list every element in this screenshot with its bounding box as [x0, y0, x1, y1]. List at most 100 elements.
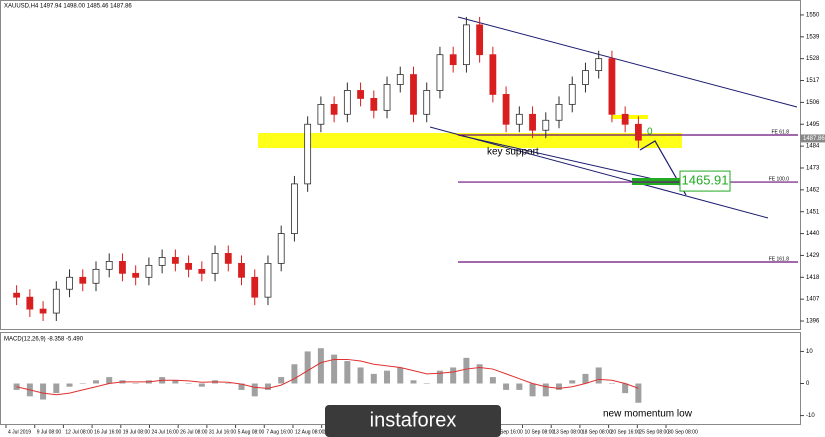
candle-body	[132, 272, 140, 278]
x-tick-label: 16 Jul 16:00	[94, 429, 121, 435]
trend-line	[429, 126, 769, 219]
price-tag	[801, 134, 825, 143]
y-tick-label: 1528	[806, 56, 820, 62]
candle-body	[198, 268, 206, 274]
watermark: instaforex	[370, 409, 457, 431]
x-tick-label: 18 Sep 08:00	[582, 429, 612, 435]
candle-body	[634, 123, 642, 141]
candle-body	[489, 54, 497, 95]
macd-bar	[304, 351, 311, 384]
watermark-box	[325, 405, 501, 437]
price-panel	[0, 0, 801, 330]
candle-body	[436, 54, 444, 91]
macd-bar	[489, 377, 496, 384]
candle-body	[66, 276, 73, 290]
macd-bar	[132, 383, 139, 384]
macd-y-tick-label: 0	[806, 381, 810, 387]
macd-bar	[238, 383, 245, 390]
macd-bar	[198, 383, 205, 387]
macd-bar	[40, 383, 47, 400]
x-tick-label: 10 Sep 08:00	[525, 429, 555, 435]
macd-bar	[13, 383, 20, 390]
candle-body	[463, 24, 470, 66]
macd-label: MACD(12,26,9) -8.358 -5.490	[4, 337, 84, 343]
level-label: FE 161.8	[769, 256, 790, 262]
macd-bar	[622, 383, 629, 394]
macd-bar	[357, 367, 364, 384]
candle-body	[608, 58, 616, 115]
annotation: 0	[647, 127, 653, 138]
macd-bar	[225, 383, 232, 384]
chart-title: XAUUSD,H4 1497.94 1498.00 1485.46 1487.8…	[4, 4, 132, 10]
x-tick-label: 9 Jul 08:00	[37, 429, 62, 435]
annotation: new momentum low	[603, 409, 693, 420]
small-zone	[612, 115, 648, 119]
x-tick-label: 25 Sep 08:00	[639, 429, 669, 435]
macd-bar	[423, 383, 430, 384]
candle-body	[621, 113, 629, 125]
candle-body	[304, 123, 312, 185]
x-tick-label: 4 Jul 2019	[8, 429, 31, 435]
macd-bar	[370, 373, 377, 384]
candle-body	[555, 103, 563, 121]
macd-bar	[66, 383, 73, 387]
y-tick-label: 1418	[806, 275, 820, 281]
macd-bar	[185, 383, 192, 384]
candle-body	[92, 268, 100, 284]
macd-bar	[635, 383, 642, 403]
candle-body	[582, 70, 589, 85]
trend-line	[457, 16, 798, 108]
macd-bar	[291, 364, 298, 384]
candle-body	[158, 257, 166, 266]
level-label: FE 61.8	[771, 129, 789, 135]
x-tick-label: 24 Jul 16:00	[151, 429, 178, 435]
x-tick-label: 7 Aug 16:00	[266, 429, 293, 435]
candle-body	[105, 260, 113, 270]
macd-bar	[278, 377, 285, 384]
candle-body	[26, 296, 34, 310]
macd-bar	[264, 383, 271, 390]
macd-bar	[251, 383, 258, 397]
target-box	[679, 170, 731, 192]
annotation: key support	[487, 147, 539, 158]
candle-body	[529, 113, 536, 131]
candle-body	[515, 113, 523, 125]
macd-bar	[529, 383, 536, 397]
macd-bar	[317, 348, 324, 384]
candle-body	[330, 103, 338, 115]
macd-bar	[595, 367, 602, 384]
x-tick-label: 5 Aug 08:00	[238, 429, 265, 435]
macd-bar	[503, 383, 510, 390]
macd-bar	[542, 383, 549, 397]
macd-bar	[463, 357, 470, 384]
candle-body	[370, 98, 378, 111]
candle-body	[211, 253, 219, 274]
x-tick-label: 19 Jul 08:00	[123, 429, 150, 435]
candle-body	[595, 58, 603, 71]
y-tick-label: 1484	[806, 144, 820, 150]
y-tick-label: 1495	[806, 122, 820, 128]
x-tick-label: 13 Sep 08:00	[553, 429, 583, 435]
candle-body	[264, 262, 272, 298]
macd-bar	[331, 354, 338, 384]
y-tick-label: 1462	[806, 187, 820, 193]
y-tick-label: 1429	[806, 253, 820, 259]
x-tick-label: 12 Jul 08:00	[65, 429, 92, 435]
candle-body	[423, 90, 431, 115]
macd-bar	[106, 377, 113, 384]
candle-body	[343, 90, 351, 115]
candle-body	[145, 264, 153, 278]
candle-body	[542, 119, 550, 131]
macd-bar	[582, 373, 589, 384]
macd-bar	[397, 367, 404, 384]
macd-bar	[450, 367, 457, 384]
candle-body	[568, 84, 576, 105]
candle-body	[410, 74, 417, 115]
macd-bar	[556, 383, 563, 390]
candle-body	[171, 257, 179, 264]
candle-body	[79, 276, 87, 284]
candle-body	[119, 260, 126, 274]
x-tick-label: 31 Jul 16:00	[209, 429, 236, 435]
y-tick-label: 1451	[806, 209, 820, 215]
